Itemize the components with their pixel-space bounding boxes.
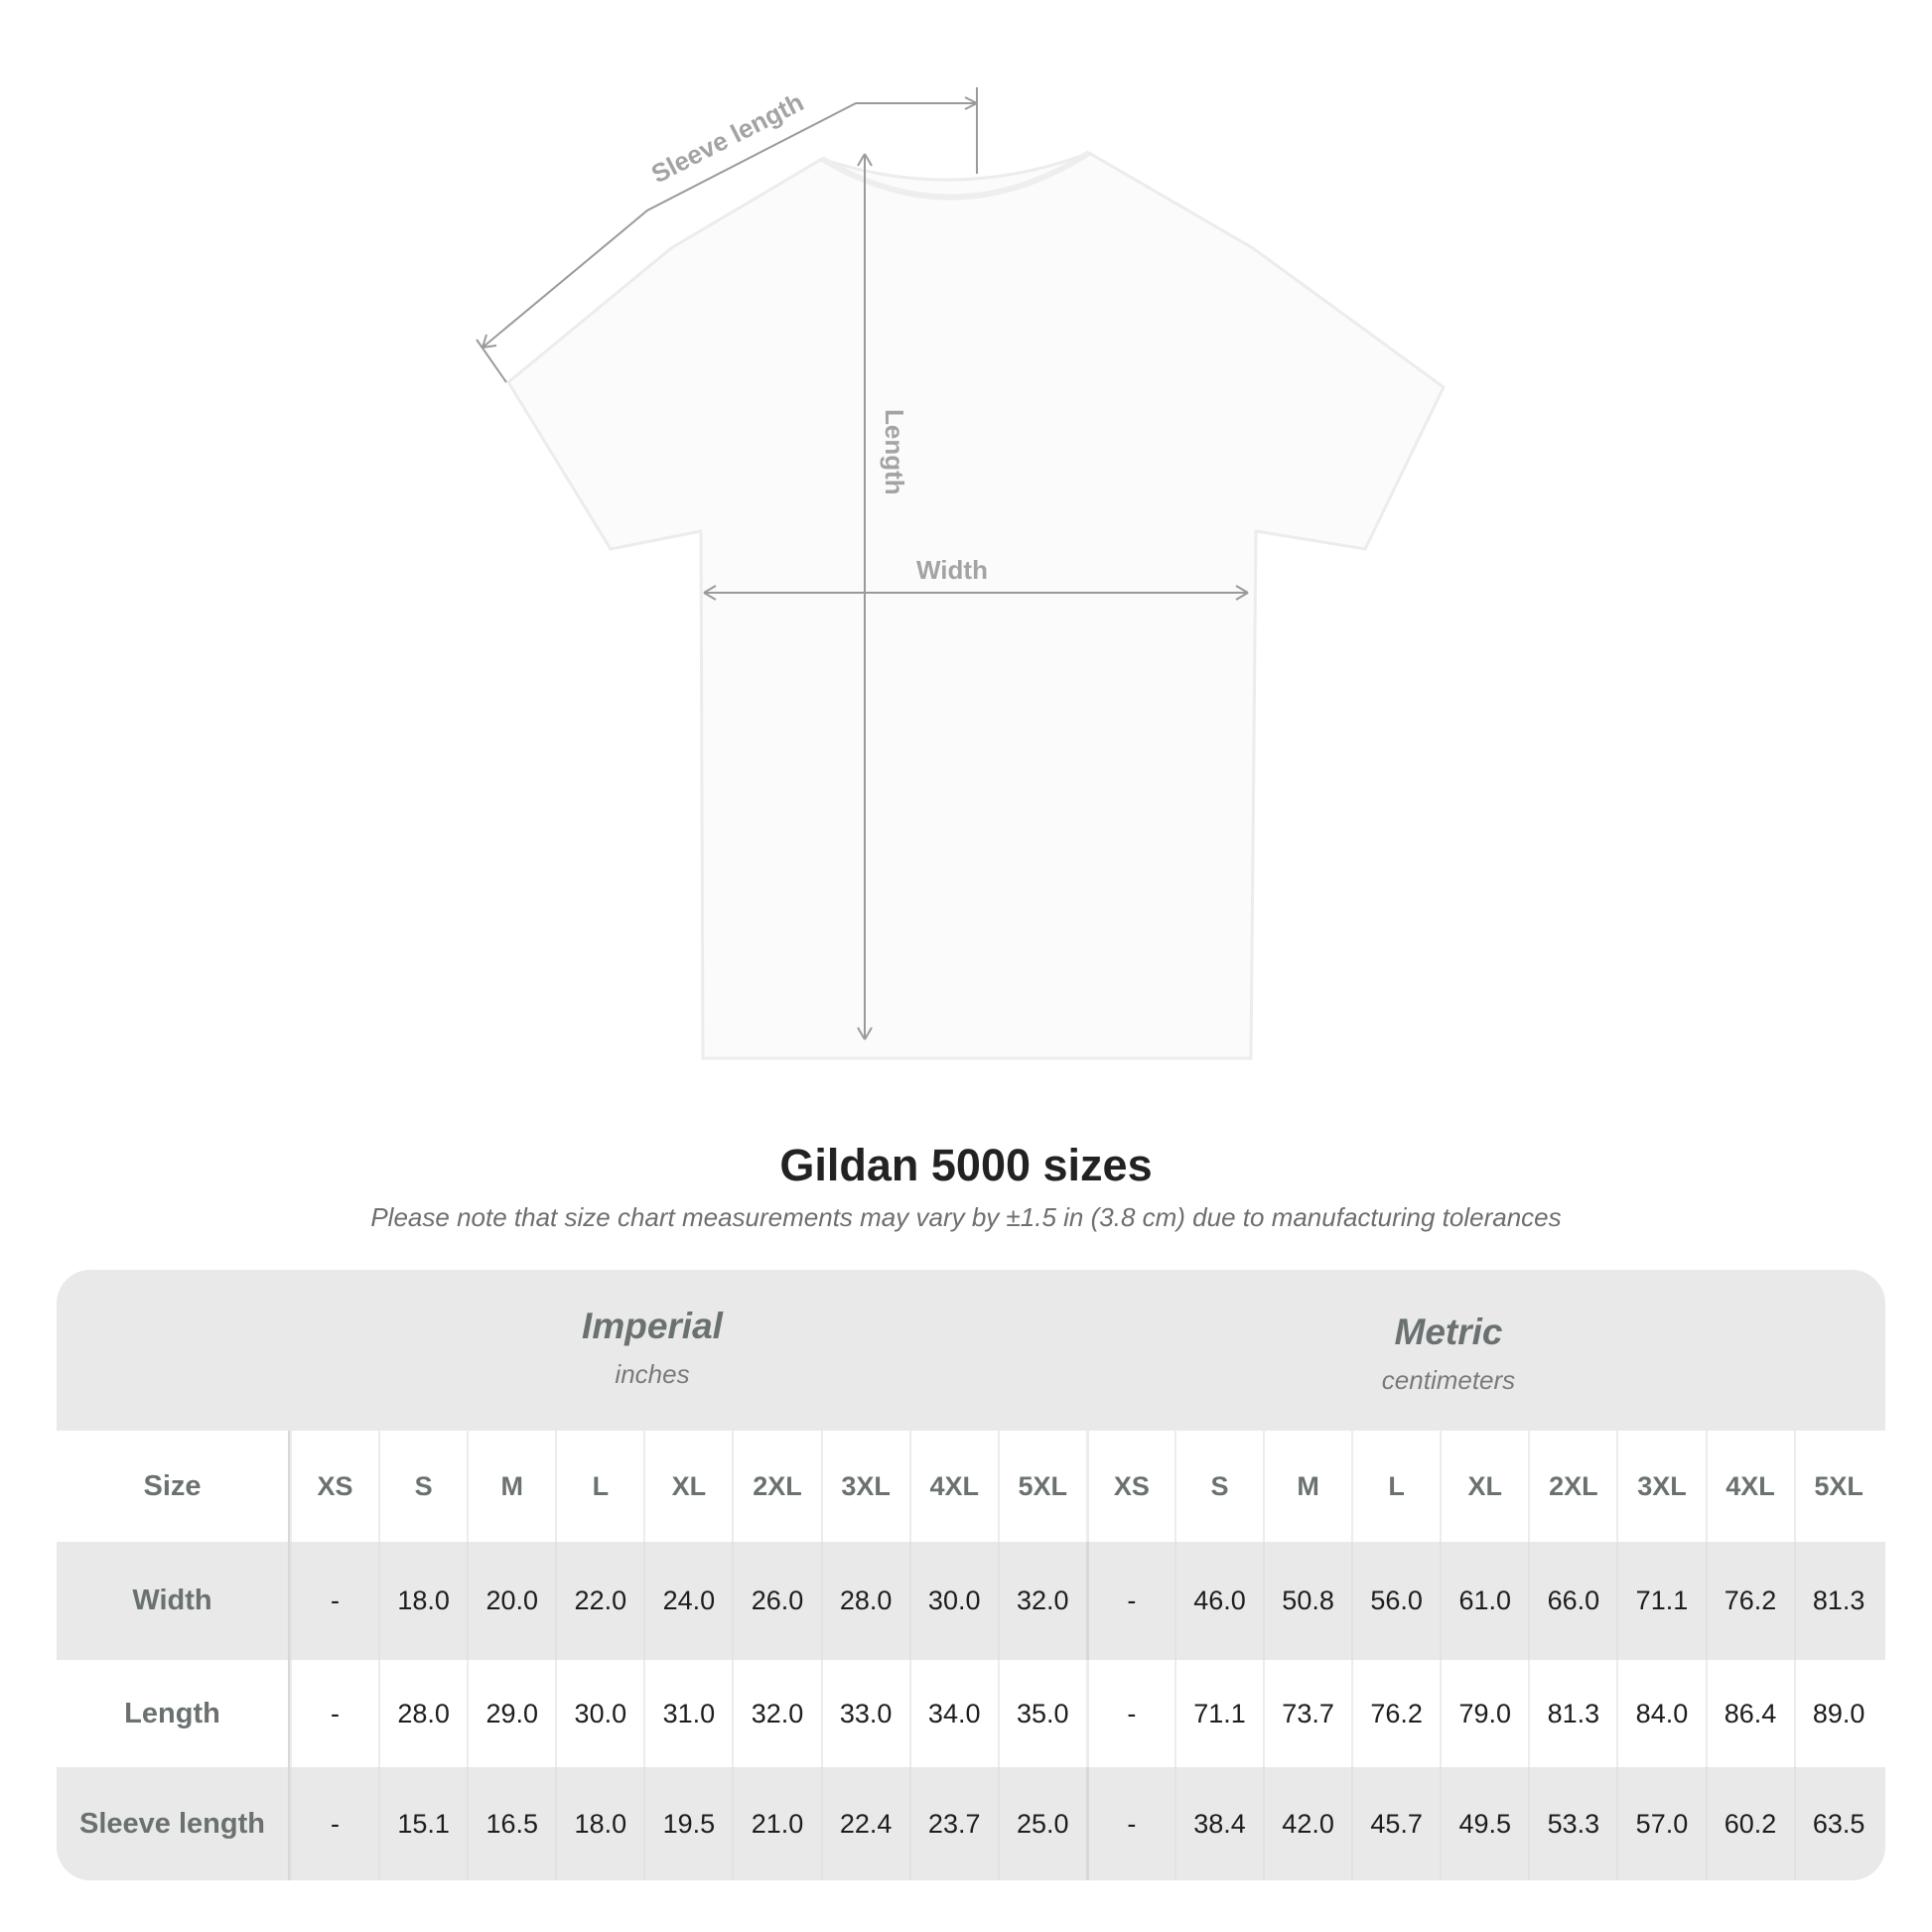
table-cell: 46.0 bbox=[1173, 1542, 1263, 1660]
table-cell: 71.1 bbox=[1616, 1542, 1705, 1660]
row-label: Sleeve length bbox=[57, 1767, 290, 1880]
table-cell: 86.4 bbox=[1705, 1660, 1794, 1767]
imperial-header: Imperial inches bbox=[315, 1306, 990, 1390]
table-cell: 76.2 bbox=[1351, 1660, 1440, 1767]
table-cell: 31.0 bbox=[643, 1660, 732, 1767]
table-cell: - bbox=[290, 1542, 378, 1660]
table-cell: 49.5 bbox=[1440, 1767, 1528, 1880]
table-cell: 38.4 bbox=[1173, 1767, 1263, 1880]
table-cell: 73.7 bbox=[1263, 1660, 1351, 1767]
table-cell: 34.0 bbox=[908, 1660, 998, 1767]
row-label: Length bbox=[57, 1660, 290, 1767]
sleeve-length-label: Sleeve length bbox=[646, 87, 808, 190]
imperial-title: Imperial bbox=[582, 1306, 723, 1346]
table-cell: 18.0 bbox=[378, 1542, 467, 1660]
table-cell: 81.3 bbox=[1528, 1660, 1616, 1767]
table-cell: - bbox=[290, 1660, 378, 1767]
table-cell: 22.4 bbox=[820, 1767, 909, 1880]
tshirt-diagram: Sleeve length Length Width bbox=[476, 87, 1446, 1060]
width-label: Width bbox=[916, 555, 988, 585]
size-header-cell: L bbox=[555, 1431, 643, 1542]
size-header-cell: M bbox=[467, 1431, 555, 1542]
table-cell: 25.0 bbox=[997, 1767, 1086, 1880]
size-header-cell: 2XL bbox=[732, 1431, 820, 1542]
table-cell: - bbox=[1085, 1660, 1174, 1767]
size-header-cell: 3XL bbox=[1616, 1431, 1705, 1542]
table-row-width: Width -18.0 20.0 22.0 24.0 26.0 28.0 30.0 32.0-4… bbox=[57, 1542, 1885, 1660]
table-cell: 30.0 bbox=[555, 1660, 643, 1767]
table-cell: 28.0 bbox=[820, 1542, 909, 1660]
tolerance-note: Please note that size chart measurements… bbox=[370, 1202, 1562, 1232]
size-header-cell: XS bbox=[1085, 1431, 1174, 1542]
table-cell: 15.1 bbox=[378, 1767, 467, 1880]
table-cell: 22.0 bbox=[555, 1542, 643, 1660]
table-cell: 84.0 bbox=[1616, 1660, 1705, 1767]
table-cell: 79.0 bbox=[1440, 1660, 1528, 1767]
size-header-cell: XL bbox=[643, 1431, 732, 1542]
table-cell: 71.1 bbox=[1173, 1660, 1263, 1767]
table-cell: 57.0 bbox=[1616, 1767, 1705, 1880]
table-cell: - bbox=[1085, 1767, 1174, 1880]
table-cell: 42.0 bbox=[1263, 1767, 1351, 1880]
table-cell: 23.7 bbox=[908, 1767, 998, 1880]
table-row-length: Length -28.0 29.0 30.0 31.0 32.0 33.0 34.0 35.0-… bbox=[57, 1660, 1885, 1767]
table-cell: - bbox=[1085, 1542, 1174, 1660]
table-cell: 60.2 bbox=[1705, 1767, 1794, 1880]
size-label: Size bbox=[57, 1431, 290, 1542]
table-cell: 32.0 bbox=[997, 1542, 1086, 1660]
row-label: Width bbox=[57, 1542, 290, 1660]
table-cell: 53.3 bbox=[1528, 1767, 1616, 1880]
length-label: Length bbox=[880, 409, 909, 495]
size-header-cell: 4XL bbox=[908, 1431, 998, 1542]
size-header-cell: S bbox=[1173, 1431, 1263, 1542]
table-cell: 45.7 bbox=[1351, 1767, 1440, 1880]
table-cell: 19.5 bbox=[643, 1767, 732, 1880]
table-cell: 76.2 bbox=[1705, 1542, 1794, 1660]
table-cell: 61.0 bbox=[1440, 1542, 1528, 1660]
table-cell: 81.3 bbox=[1793, 1542, 1882, 1660]
size-header-cell: S bbox=[378, 1431, 467, 1542]
table-cell: 63.5 bbox=[1793, 1767, 1882, 1880]
table-cell: - bbox=[290, 1767, 378, 1880]
table-cell: 29.0 bbox=[467, 1660, 555, 1767]
table-cell: 35.0 bbox=[997, 1660, 1086, 1767]
table-cell: 50.8 bbox=[1263, 1542, 1351, 1660]
table-cell: 89.0 bbox=[1793, 1660, 1882, 1767]
size-header-cell: 2XL bbox=[1528, 1431, 1616, 1542]
size-header-cell: M bbox=[1263, 1431, 1351, 1542]
size-header-cell: 4XL bbox=[1705, 1431, 1794, 1542]
metric-title: Metric bbox=[1394, 1311, 1503, 1352]
size-header-cell: XL bbox=[1440, 1431, 1528, 1542]
table-cell: 66.0 bbox=[1528, 1542, 1616, 1660]
measure-lines bbox=[476, 87, 1249, 1040]
table-cell: 32.0 bbox=[732, 1660, 820, 1767]
table-cell: 33.0 bbox=[820, 1660, 909, 1767]
size-chart-table: Imperial inches Metric centimeters Size … bbox=[57, 1270, 1885, 1880]
collar bbox=[820, 150, 1091, 201]
size-header-cell: 5XL bbox=[1793, 1431, 1882, 1542]
table-cell: 24.0 bbox=[643, 1542, 732, 1660]
table-cell: 16.5 bbox=[467, 1767, 555, 1880]
table-cell: 18.0 bbox=[555, 1767, 643, 1880]
metric-header: Metric centimeters bbox=[1111, 1311, 1786, 1396]
table-cell: 30.0 bbox=[908, 1542, 998, 1660]
table-cell: 20.0 bbox=[467, 1542, 555, 1660]
table-cell: 26.0 bbox=[732, 1542, 820, 1660]
table-cell: 21.0 bbox=[732, 1767, 820, 1880]
tshirt-shape bbox=[506, 151, 1446, 1060]
page-title: Gildan 5000 sizes bbox=[779, 1140, 1153, 1190]
size-header-cell: XS bbox=[290, 1431, 378, 1542]
table-row-sleeve-length: Sleeve length -15.1 16.5 18.0 19.5 21.0 22.4 23… bbox=[57, 1767, 1885, 1880]
size-header-row: Size XS S M L XL 2XL 3XL 4XL 5XL XS S M L XL 2XL 3XL 4XL… bbox=[57, 1431, 1885, 1542]
table-cell: 56.0 bbox=[1351, 1542, 1440, 1660]
size-header-cell: L bbox=[1351, 1431, 1440, 1542]
table-cell: 28.0 bbox=[378, 1660, 467, 1767]
metric-unit: centimeters bbox=[1381, 1365, 1516, 1395]
size-header-cell: 5XL bbox=[997, 1431, 1086, 1542]
size-header-cell: 3XL bbox=[820, 1431, 909, 1542]
imperial-unit: inches bbox=[615, 1359, 690, 1389]
